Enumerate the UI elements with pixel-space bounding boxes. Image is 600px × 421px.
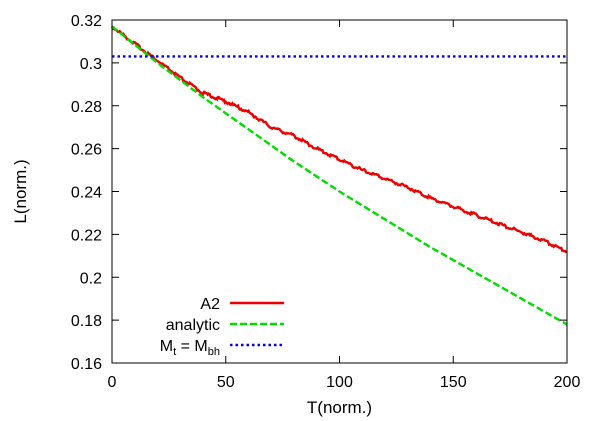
series-analytic-line bbox=[111, 25, 568, 326]
y-tick-label: 0.26 bbox=[71, 142, 102, 159]
y-tick-label: 0.3 bbox=[80, 56, 102, 73]
legend-mbh-sub: bh bbox=[208, 346, 220, 358]
legend-label-analytic: analytic bbox=[166, 317, 220, 334]
x-tick-label: 200 bbox=[554, 374, 581, 391]
y-tick-label: 0.22 bbox=[71, 227, 102, 244]
ticks-layer bbox=[111, 19, 568, 364]
series-layer bbox=[110, 25, 568, 326]
x-tick-label: 150 bbox=[440, 374, 467, 391]
y-tick-label: 0.24 bbox=[71, 185, 102, 202]
legend: A2 analytic Mt = Mbh bbox=[160, 296, 284, 358]
y-tick-label: 0.2 bbox=[80, 270, 102, 287]
y-tick-label: 0.28 bbox=[71, 99, 102, 116]
legend-label-mt-mbh: Mt = Mbh bbox=[160, 338, 220, 358]
y-axis-title: L(norm.) bbox=[11, 159, 30, 223]
series-a2-line bbox=[110, 25, 568, 254]
y-tick-label: 0.32 bbox=[71, 13, 102, 30]
y-tick-label: 0.16 bbox=[71, 356, 102, 373]
x-tick-label: 50 bbox=[217, 374, 235, 391]
tick-labels-layer: 0 50 100 150 200 0.16 0.18 0.2 0.22 0.24 0.26 0.28 0… bbox=[71, 13, 581, 391]
x-axis-title: T(norm.) bbox=[307, 398, 372, 417]
x-tick-label: 100 bbox=[326, 374, 353, 391]
legend-mt-main: M bbox=[160, 338, 173, 355]
x-tick-label: 0 bbox=[108, 374, 117, 391]
legend-mt-sub: t bbox=[173, 346, 176, 358]
legend-label-a2: A2 bbox=[200, 296, 220, 313]
legend-mt-mid: = M bbox=[176, 338, 208, 355]
y-tick-label: 0.18 bbox=[71, 313, 102, 330]
